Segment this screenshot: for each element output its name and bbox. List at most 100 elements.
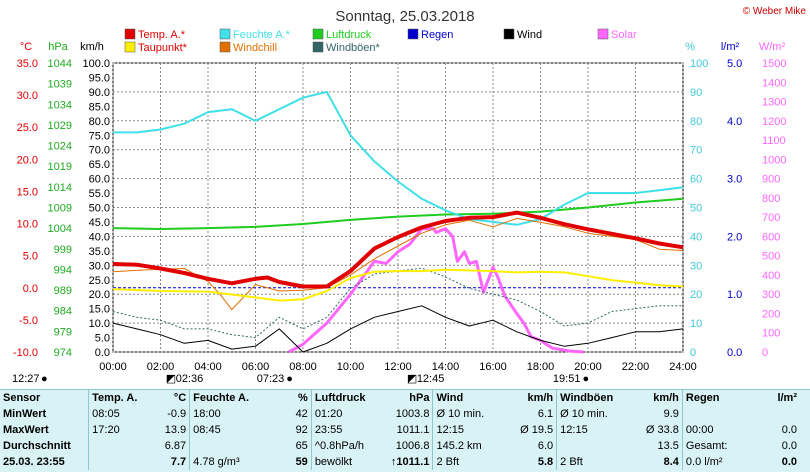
series-line-wind bbox=[112, 305, 684, 353]
stats-cell: 1003.8 bbox=[395, 408, 430, 420]
wind-tick: 80.0 bbox=[89, 116, 110, 128]
solar-tick: 400 bbox=[762, 270, 780, 282]
legend-swatch bbox=[312, 28, 324, 40]
stats-cell: 6.87 bbox=[164, 440, 187, 452]
stats-cell: 13.9 bbox=[164, 424, 187, 436]
solar-tick: 800 bbox=[762, 193, 780, 205]
humidity-tick: 90 bbox=[690, 87, 702, 99]
pressure-tick: 1044 bbox=[48, 58, 72, 70]
stats-row-label: Sensor bbox=[3, 392, 41, 404]
pressure-tick: 1039 bbox=[48, 79, 72, 91]
x-tick: 00:00 bbox=[99, 361, 127, 373]
stats-row-label: MinWert bbox=[3, 408, 47, 420]
pressure-tick: 1004 bbox=[48, 223, 72, 235]
x-tick: 12:00 bbox=[384, 361, 412, 373]
legend-label: Taupunkt* bbox=[138, 42, 188, 54]
rain-tick: 0.0 bbox=[727, 347, 742, 359]
stats-cell: 13.5 bbox=[657, 440, 679, 452]
stats-cell: 8.4 bbox=[663, 456, 679, 468]
humidity-tick: 70 bbox=[690, 145, 702, 157]
solar-tick: 600 bbox=[762, 231, 780, 243]
solar-tick: 1000 bbox=[762, 154, 786, 166]
rain-tick: 3.0 bbox=[727, 174, 742, 186]
wind-axis-title: km/h bbox=[80, 41, 104, 53]
wind-tick: 0.0 bbox=[95, 347, 110, 359]
stats-cell bbox=[88, 454, 143, 470]
stats-cell: Luftdruck bbox=[310, 390, 386, 406]
stats-cell: bewölkt bbox=[310, 454, 386, 470]
stats-cell: 2 Bft bbox=[556, 454, 631, 470]
stats-cell: 01:20 bbox=[310, 406, 386, 422]
rain-tick: 4.0 bbox=[727, 116, 742, 128]
stats-cell: 0.0 bbox=[781, 424, 797, 436]
event-symbol: ● bbox=[582, 373, 589, 385]
stats-cell: 12:15 bbox=[432, 422, 508, 438]
weather-chart: Sonntag, 25.03.2018 © Weber Mike Temp. A… bbox=[12, 6, 806, 385]
humidity-tick: 80 bbox=[690, 116, 702, 128]
series-line-windben bbox=[112, 267, 683, 339]
stats-cell: ↑1011.1 bbox=[390, 456, 430, 468]
wind-tick: 10.0 bbox=[89, 318, 110, 330]
stats-cell: -0.9 bbox=[167, 408, 187, 420]
stats-cell: 12:15 bbox=[556, 422, 631, 438]
wind-tick: 40.0 bbox=[89, 231, 110, 243]
legend: Temp. A.* Feuchte A.* Luftdruck Regen Wind So… bbox=[124, 28, 637, 54]
legend-label: Wind bbox=[517, 29, 542, 41]
stats-cell: 9.9 bbox=[663, 408, 679, 420]
stats-cell: 6.0 bbox=[537, 440, 554, 452]
legend-swatch bbox=[597, 28, 609, 40]
stats-cell: 0.0 l/m² bbox=[681, 454, 759, 470]
wind-tick: 35.0 bbox=[89, 246, 110, 258]
x-tick: 10:00 bbox=[337, 361, 365, 373]
stats-cell: 42 bbox=[295, 408, 308, 420]
legend-swatch bbox=[407, 28, 419, 40]
pressure-tick: 1009 bbox=[48, 203, 72, 215]
solar-tick: 300 bbox=[762, 289, 780, 301]
temp-tick: 30.0 bbox=[17, 90, 38, 102]
humidity-tick: 60 bbox=[690, 174, 702, 186]
stats-cell: Gesamt: bbox=[681, 438, 759, 454]
series-line-luftdruck bbox=[112, 197, 684, 230]
wind-tick: 50.0 bbox=[89, 203, 110, 215]
wind-tick: 100.0 bbox=[82, 58, 110, 70]
statistics-panel: Sensor Temp. A. °C Feuchte A.% Luftdruck hPa W… bbox=[0, 389, 810, 472]
x-tick: 18:00 bbox=[527, 361, 555, 373]
humidity-tick: 50 bbox=[690, 203, 702, 215]
solar-tick: 500 bbox=[762, 251, 780, 263]
stats-header-row: Sensor Temp. A. °C Feuchte A.% Luftdruck hPa W… bbox=[0, 390, 800, 406]
temp-tick: -10.0 bbox=[13, 347, 38, 359]
pressure-tick: 1024 bbox=[48, 141, 72, 153]
legend-swatch bbox=[503, 28, 515, 40]
stats-cell: 18:00 bbox=[189, 406, 264, 422]
wind-tick: 30.0 bbox=[89, 260, 110, 272]
stats-cell: Regen bbox=[681, 390, 759, 406]
temp-tick: 25.0 bbox=[17, 122, 38, 134]
stats-cell: 23:55 bbox=[310, 422, 386, 438]
stats-cell: Ø 19.5 bbox=[520, 424, 554, 436]
solar-tick: 1200 bbox=[762, 116, 786, 128]
stats-cell: Wind bbox=[432, 390, 508, 406]
rain-axis-title: l/m² bbox=[721, 41, 740, 53]
pressure-tick: 974 bbox=[54, 347, 72, 359]
humidity-tick: 100 bbox=[690, 58, 708, 70]
humidity-tick: 10 bbox=[690, 318, 702, 330]
event-symbol: ● bbox=[286, 373, 293, 385]
legend-label: Feuchte A.* bbox=[233, 29, 291, 41]
humidity-tick: 0 bbox=[690, 347, 696, 359]
x-tick: 02:00 bbox=[147, 361, 175, 373]
wind-tick: 90.0 bbox=[89, 87, 110, 99]
solar-tick: 0 bbox=[762, 347, 768, 359]
rain-tick: 2.0 bbox=[727, 231, 742, 243]
stats-cell bbox=[556, 438, 631, 454]
solar-tick: 1400 bbox=[762, 77, 786, 89]
x-tick: 24:00 bbox=[669, 361, 697, 373]
stats-cell: Ø 33.8 bbox=[645, 424, 679, 436]
legend-label: Luftdruck bbox=[326, 29, 372, 41]
event-symbol: ◩ bbox=[166, 373, 176, 385]
stats-row-label: MaxWert bbox=[3, 424, 49, 436]
stats-cell: Feuchte A. bbox=[189, 390, 264, 406]
rain-tick: 1.0 bbox=[727, 289, 742, 301]
humidity-tick: 40 bbox=[690, 231, 702, 243]
solar-tick: 200 bbox=[762, 308, 780, 320]
solar-tick: 1100 bbox=[762, 135, 786, 147]
